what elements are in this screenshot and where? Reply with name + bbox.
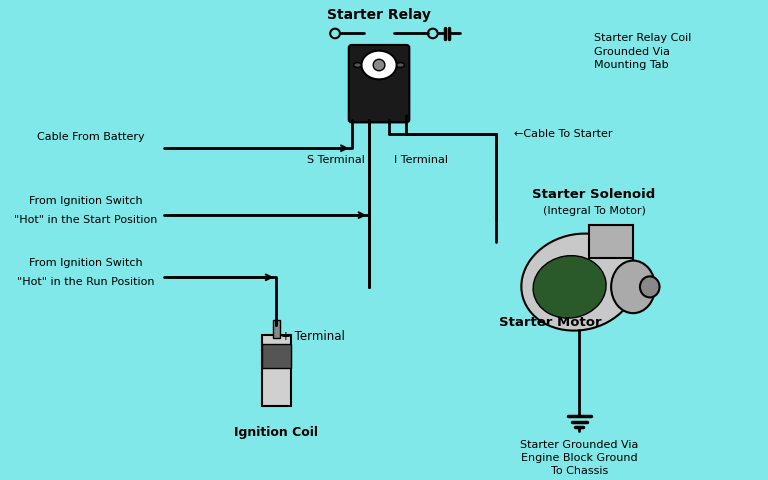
Text: Cable From Battery: Cable From Battery	[37, 132, 144, 142]
Ellipse shape	[396, 62, 405, 67]
Text: "Hot" in the Start Position: "Hot" in the Start Position	[14, 215, 157, 225]
Bar	[262, 335, 291, 407]
Text: Starter Motor: Starter Motor	[498, 315, 601, 329]
Ellipse shape	[353, 62, 362, 67]
Text: Starter Solenoid: Starter Solenoid	[532, 188, 656, 201]
Circle shape	[428, 29, 438, 38]
Ellipse shape	[533, 256, 606, 318]
Text: "Hot" in the Run Position: "Hot" in the Run Position	[17, 277, 154, 288]
FancyBboxPatch shape	[349, 45, 409, 122]
Ellipse shape	[362, 51, 396, 79]
Text: I Terminal: I Terminal	[394, 155, 448, 165]
Text: Starter Relay Coil
Grounded Via
Mounting Tab: Starter Relay Coil Grounded Via Mounting…	[594, 34, 691, 70]
Ellipse shape	[640, 276, 660, 298]
Text: + Terminal: + Terminal	[281, 330, 345, 343]
Circle shape	[330, 29, 340, 38]
Circle shape	[373, 60, 385, 71]
Text: From Ignition Switch: From Ignition Switch	[29, 258, 143, 268]
Text: (Integral To Motor): (Integral To Motor)	[543, 205, 645, 216]
Text: Ignition Coil: Ignition Coil	[234, 426, 319, 439]
Text: S Terminal: S Terminal	[306, 155, 364, 165]
Ellipse shape	[611, 261, 655, 313]
Bar	[273, 320, 280, 337]
Text: Starter Relay: Starter Relay	[327, 8, 431, 22]
Ellipse shape	[521, 234, 637, 331]
Bar	[262, 344, 291, 368]
Text: From Ignition Switch: From Ignition Switch	[29, 195, 143, 205]
Text: Starter Grounded Via
Engine Block Ground
To Chassis: Starter Grounded Via Engine Block Ground…	[520, 440, 638, 476]
Text: ←Cable To Starter: ←Cable To Starter	[514, 129, 612, 139]
Bar	[589, 225, 633, 258]
